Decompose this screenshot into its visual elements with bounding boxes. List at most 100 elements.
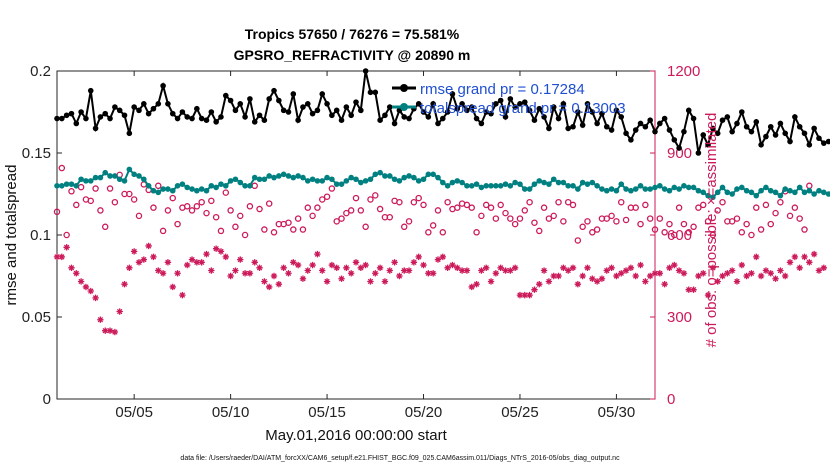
obs-possible-point (73, 201, 80, 209)
obs-possible-point (188, 207, 196, 214)
obs-assimilated-point (425, 270, 432, 277)
spread-point (271, 174, 277, 181)
spread-point (329, 176, 335, 183)
obs-assimilated-point (483, 264, 490, 271)
obs-assimilated-point (106, 327, 114, 334)
obs-assimilated-point (241, 270, 249, 277)
spread-point (141, 176, 147, 183)
obs-possible-point (526, 198, 533, 206)
series-obs-assimilated (53, 242, 827, 336)
obs-possible-point (265, 200, 273, 207)
spread-point (724, 189, 731, 196)
x-axis-label: May.01,2016 00:00:00 start (265, 427, 447, 444)
rmse-point (348, 112, 354, 119)
spread-point (367, 176, 374, 183)
obs-possible-point (521, 207, 529, 214)
obs-possible-point (232, 223, 239, 231)
series-obs-possible (53, 164, 813, 244)
obs-assimilated-point (140, 256, 148, 263)
obs-assimilated-point (810, 250, 818, 258)
rmse-point (227, 97, 234, 104)
obs-possible-point (169, 194, 176, 202)
obs-assimilated-point (92, 294, 99, 302)
rmse-point (657, 120, 663, 127)
spread-point (565, 183, 571, 189)
spread-point (521, 186, 528, 192)
footnote: data file: /Users/raeder/DAI/ATM_forcXX/… (180, 455, 620, 462)
obs-assimilated-point (217, 248, 225, 255)
obs-assimilated-point (391, 259, 398, 266)
obs-assimilated-point (111, 328, 119, 336)
y-axis-label: rmse and totalspread (3, 165, 20, 306)
rmse-point (464, 107, 470, 114)
rmse-point (801, 130, 808, 137)
spread-point (801, 189, 808, 196)
rmse-point (796, 123, 803, 130)
obs-assimilated-point (492, 270, 500, 277)
rmse-point (772, 132, 779, 138)
spread-point (579, 179, 586, 186)
y-right-tick-label: 0 (667, 391, 675, 408)
obs-possible-point (155, 182, 162, 190)
spread-point (136, 173, 142, 179)
spread-point (676, 186, 682, 192)
obs-assimilated-point (212, 245, 220, 252)
obs-assimilated-point (618, 270, 625, 277)
obs-possible-point (164, 207, 172, 214)
obs-assimilated-point (536, 281, 543, 288)
legend: rmse grand pr = 0.17284 totalspread gran… (392, 81, 626, 117)
rmse-point (179, 109, 186, 115)
spread-point (526, 186, 533, 192)
obs-possible-point (622, 216, 630, 224)
spread-point (362, 178, 369, 184)
rmse-point (184, 114, 191, 120)
obs-assimilated-point (386, 267, 393, 274)
obs-possible-point (270, 229, 278, 236)
obs-possible-point (237, 212, 244, 220)
obs-possible-point (400, 223, 408, 231)
rmse-point (671, 137, 678, 143)
x-tick-label: 05/10 (212, 404, 250, 421)
spread-point (169, 187, 176, 194)
obs-assimilated-point (463, 267, 471, 274)
obs-possible-point (806, 182, 813, 190)
rmse-point (690, 115, 697, 122)
obs-possible-point (632, 204, 639, 211)
spread-point (618, 181, 625, 187)
spread-point (541, 179, 547, 186)
obs-possible-point (603, 215, 611, 222)
spread-point (266, 173, 272, 179)
obs-assimilated-point (593, 278, 601, 285)
rmse-point (589, 109, 596, 115)
spread-point (218, 181, 224, 187)
obs-possible-point (757, 226, 765, 233)
spread-point (198, 186, 205, 192)
obs-assimilated-point (362, 261, 369, 269)
spread-point (251, 174, 258, 181)
y-right-tick-label: 300 (667, 309, 692, 326)
rmse-point (121, 112, 128, 119)
y-tick-label: 0.15 (22, 145, 51, 162)
obs-possible-point (699, 201, 707, 209)
spread-point (116, 176, 123, 183)
rmse-point (642, 123, 649, 130)
obs-assimilated-point (487, 278, 495, 285)
obs-assimilated-point (130, 248, 138, 255)
legend-rmse-label: rmse grand pr = 0.17284 (420, 81, 585, 98)
rmse-point (271, 87, 277, 94)
spread-point (811, 191, 817, 197)
rmse-point (382, 112, 388, 119)
rmse-point (329, 112, 335, 119)
obs-assimilated-point (671, 261, 678, 269)
obs-possible-point (786, 212, 794, 220)
legend-spread-marker (400, 103, 408, 111)
obs-assimilated-point (294, 261, 302, 269)
obs-assimilated-point (184, 261, 191, 269)
spread-point (97, 174, 104, 181)
obs-assimilated-point (656, 270, 664, 277)
obs-assimilated-point (333, 264, 340, 271)
rmse-point (309, 110, 316, 117)
spread-point (473, 181, 480, 187)
spread-point (632, 186, 639, 192)
